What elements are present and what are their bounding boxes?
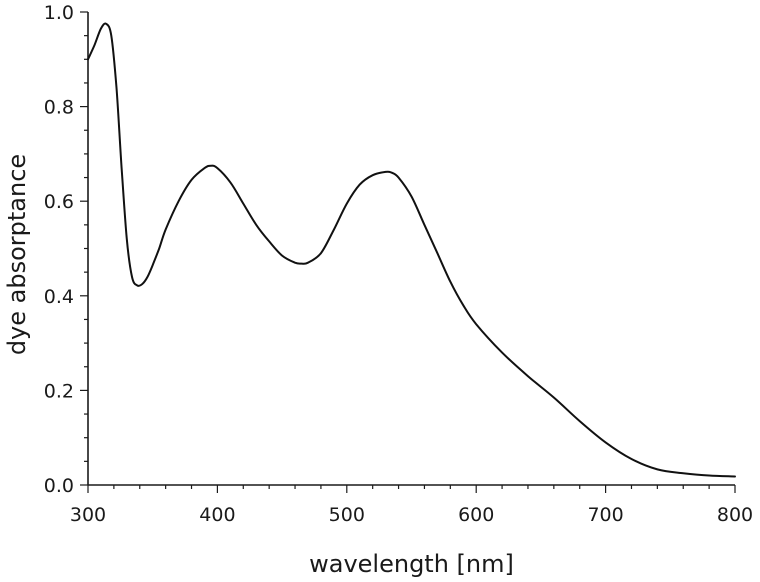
y-tick-label: 0.4 — [44, 286, 74, 308]
y-tick-label: 0.0 — [44, 475, 74, 497]
ticks: 300 400 500 600 700 800 0.0 0.2 0.4 0.6 0.8 1.0 — [44, 2, 753, 526]
x-tick-label: 700 — [587, 504, 623, 526]
x-axis-title: wavelength [nm] — [309, 550, 514, 578]
x-tick-label: 300 — [70, 504, 106, 526]
x-tick-label: 600 — [458, 504, 494, 526]
x-tick-label: 800 — [717, 504, 753, 526]
y-axis-title: dye absorptance — [3, 154, 31, 355]
y-tick-label: 0.8 — [44, 97, 74, 119]
absorptance-curve — [87, 22, 736, 478]
y-tick-label: 0.6 — [44, 191, 74, 213]
axes — [87, 12, 735, 486]
plot-area — [87, 22, 736, 478]
y-tick-label: 1.0 — [44, 2, 74, 24]
x-tick-label: 500 — [329, 504, 365, 526]
y-tick-label: 0.2 — [44, 380, 74, 402]
x-tick-label: 400 — [199, 504, 235, 526]
